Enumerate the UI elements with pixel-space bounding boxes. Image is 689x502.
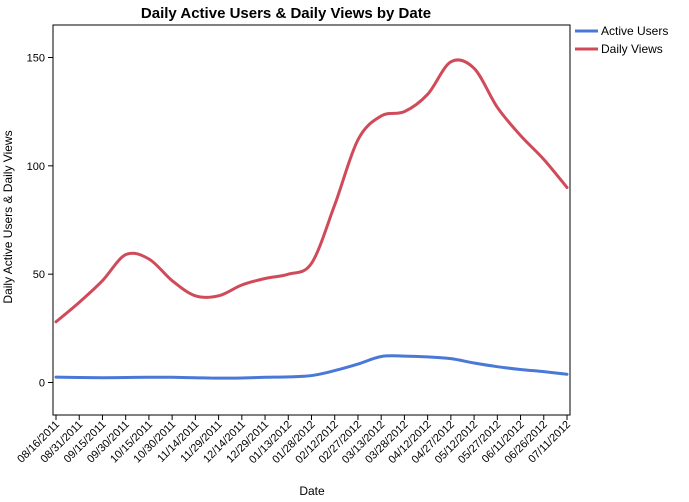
y-tick-label: 0 (39, 378, 45, 390)
plot-area-frame (52, 24, 571, 416)
legend-label-active-users: Active Users (601, 24, 668, 38)
legend: Active Users Daily Views (575, 24, 668, 56)
y-axis: 0 50 100 150 (27, 53, 53, 390)
y-axis-label: Daily Active Users & Daily Views (1, 130, 15, 303)
series-lines (54, 58, 569, 380)
x-axis: 08/16/201108/31/201109/15/201109/30/2011… (15, 415, 573, 466)
y-tick-label: 100 (27, 161, 45, 173)
legend-label-daily-views: Daily Views (601, 42, 663, 56)
chart-title: Daily Active Users & Daily Views by Date (141, 5, 431, 22)
x-axis-label: Date (299, 484, 325, 498)
y-tick-label: 150 (27, 53, 45, 65)
y-tick-label: 50 (33, 269, 45, 281)
series-line-daily-views (54, 58, 569, 324)
series-line-active-users (54, 354, 569, 380)
